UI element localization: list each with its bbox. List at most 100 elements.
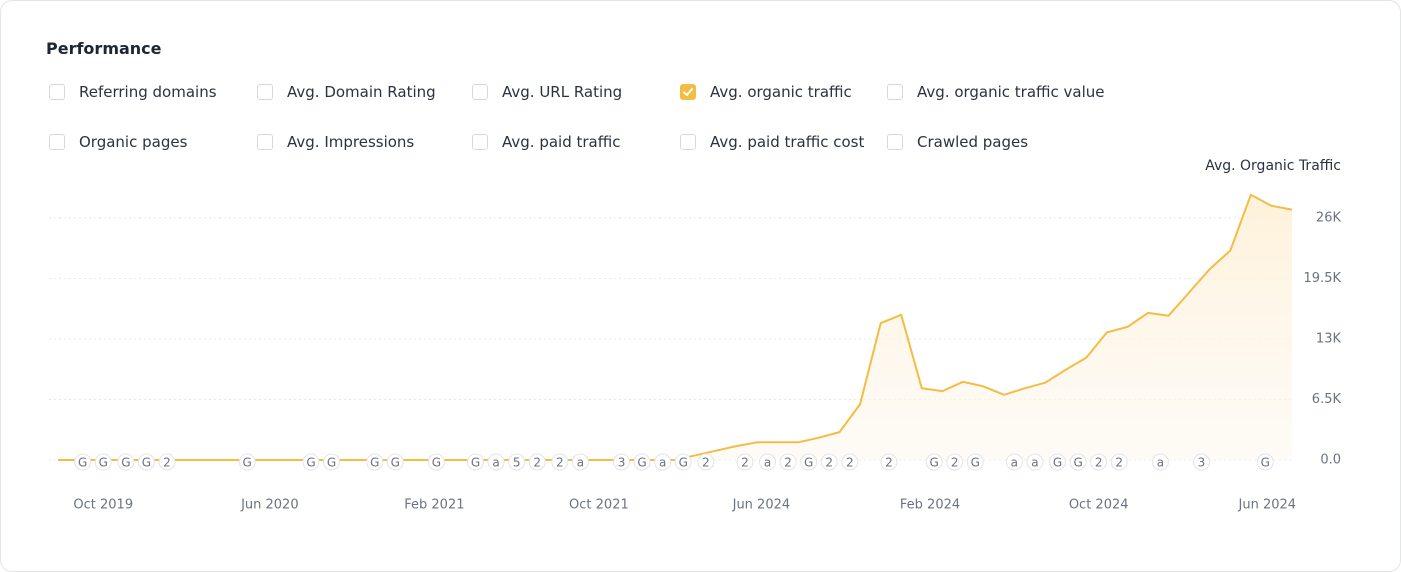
filter-label[interactable]: Avg. paid traffic [502,133,621,151]
checkbox[interactable] [680,134,696,150]
filter-label[interactable]: Referring domains [79,83,217,101]
annotation-circle [1049,453,1067,471]
filter-label[interactable]: Avg. organic traffic value [917,83,1105,101]
annotation-label: 2 [1115,456,1123,470]
annotation-circle [1151,453,1169,471]
annotation-marker: G [966,453,984,471]
annotation-label: 2 [951,456,959,470]
annotation-marker: 5 [508,453,526,471]
y-tick-label: 0.0 [1320,453,1341,468]
annotation-circle [654,453,672,471]
annotation-circle [1090,453,1108,471]
annotation-label: G [327,456,336,470]
y-tick-label: 19.5K [1304,271,1342,286]
checkbox[interactable] [49,134,65,150]
checkbox[interactable] [887,84,903,100]
filter-label[interactable]: Avg. Impressions [287,133,415,151]
annotation-label: a [1011,456,1018,470]
annotation-label: 2 [885,456,893,470]
annotation-label: 2 [846,456,854,470]
annotation-marker: 2 [820,453,838,471]
annotation-label: G [637,456,646,470]
annotation-circle [759,453,777,471]
annotation-marker: 3 [1193,453,1211,471]
annotation-marker: a [759,453,777,471]
annotation-circle [779,453,797,471]
annotation-marker: 2 [158,453,176,471]
annotation-circle [800,453,818,471]
filter-checkbox[interactable]: Avg. Domain Rating [257,83,436,101]
annotation-label: a [492,456,499,470]
annotation-label: a [764,456,771,470]
filter-label[interactable]: Crawled pages [917,133,1029,151]
annotation-circle [1193,453,1211,471]
y-tick-label: 13K [1316,331,1342,346]
checkbox[interactable] [257,84,273,100]
annotation-label: 2 [163,456,171,470]
filter-checkbox[interactable]: Avg. organic traffic value [887,83,1105,101]
annotation-label: G [78,456,87,470]
annotation-circle [487,453,505,471]
annotation-marker: G [74,453,92,471]
annotation-marker: G [467,453,485,471]
checkbox[interactable] [887,134,903,150]
annotation-circle [386,453,404,471]
annotation-circle [323,453,341,471]
annotation-circle [117,453,135,471]
checkbox[interactable] [680,84,696,100]
filter-checkbox[interactable]: Avg. paid traffic cost [680,133,864,151]
annotation-label: G [370,456,379,470]
annotation-marker: G [117,453,135,471]
x-tick-label: Oct 2019 [73,498,133,513]
filter-checkbox[interactable]: Avg. Impressions [257,133,414,151]
annotation-circle [880,453,898,471]
annotation-label: G [432,456,441,470]
x-tick-label: Jun 2024 [1238,498,1297,513]
annotation-circle [238,453,256,471]
filter-checkbox[interactable]: Avg. URL Rating [472,83,622,101]
annotation-circle [1069,453,1087,471]
filter-checkbox[interactable]: Avg. paid traffic [472,133,620,151]
card-title: Performance [46,39,162,58]
annotation-label: 2 [702,456,710,470]
annotation-marker: 2 [946,453,964,471]
annotation-circle [1026,453,1044,471]
annotation-label: 3 [1198,456,1206,470]
filter-label[interactable]: Avg. Domain Rating [287,83,436,101]
checkbox[interactable] [49,84,65,100]
annotation-marker: G [1049,453,1067,471]
annotation-circle [633,453,651,471]
annotation-circle [551,453,569,471]
annotation-marker: a [654,453,672,471]
checkbox[interactable] [257,134,273,150]
filter-label[interactable]: Avg. paid traffic cost [710,133,865,151]
filter-checkbox[interactable]: Organic pages [49,133,187,151]
filter-label[interactable]: Organic pages [79,133,188,151]
annotation-circle [158,453,176,471]
x-tick-label: Oct 2024 [1069,498,1129,513]
annotation-label: 2 [741,456,749,470]
annotation-label: G [1053,456,1062,470]
annotation-marker: a [1151,453,1169,471]
filter-checkbox[interactable]: Referring domains [49,83,217,101]
x-tick-label: Oct 2021 [569,498,629,513]
annotation-label: G [391,456,400,470]
filter-label[interactable]: Avg. organic traffic [710,83,852,101]
checkbox[interactable] [472,84,488,100]
annotation-label: G [929,456,938,470]
filter-checkbox[interactable]: Crawled pages [887,133,1028,151]
annotation-label: G [971,456,980,470]
annotation-marker: G [800,453,818,471]
checkbox[interactable] [472,134,488,150]
annotation-marker: G [302,453,320,471]
annotation-circle [467,453,485,471]
annotation-label: 5 [513,456,521,470]
annotation-label: 2 [533,456,541,470]
filter-checkbox[interactable]: Avg. organic traffic [680,83,852,101]
filter-label[interactable]: Avg. URL Rating [502,83,623,101]
annotation-marker: G [323,453,341,471]
annotation-circle [366,453,384,471]
annotation-label: 2 [1095,456,1103,470]
annotation-marker: 2 [1090,453,1108,471]
